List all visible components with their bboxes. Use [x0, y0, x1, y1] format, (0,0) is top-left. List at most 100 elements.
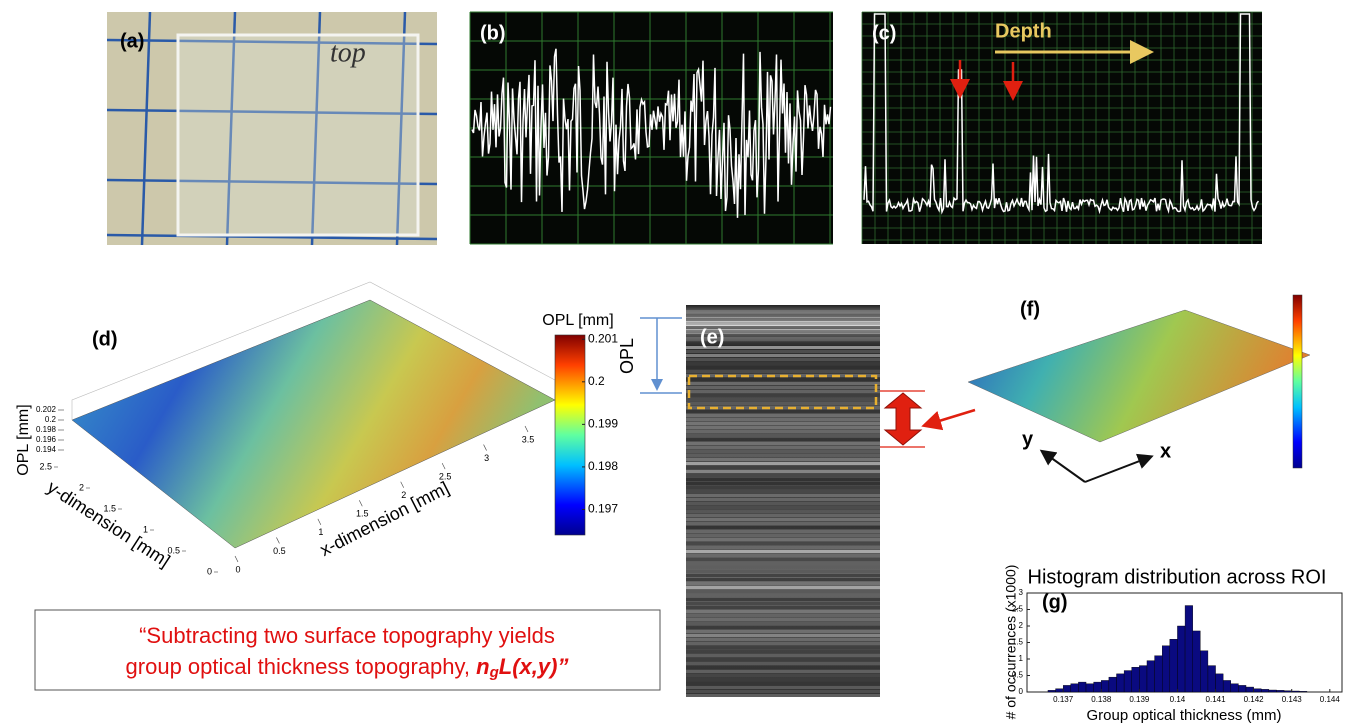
grid-stroke [106, 178, 438, 186]
stripe [686, 538, 880, 541]
colorbar-tick-label: 0.201 [588, 331, 618, 345]
stripe [686, 562, 880, 565]
x-tick-label: 0 [235, 564, 240, 574]
bar [1222, 680, 1231, 693]
formula-subscript: g [489, 664, 499, 681]
stripe [686, 314, 880, 317]
bar [1085, 683, 1094, 693]
panel-f: (f) y x [967, 294, 1311, 483]
stripe [686, 598, 880, 601]
glass-slide [176, 33, 420, 237]
x-tick-label: 2 [401, 490, 406, 500]
grid-stroke [106, 38, 438, 46]
stripe [686, 518, 880, 521]
panel-d: (d) OPL [mm] y-dimension [mm] x-dimensio… [15, 281, 618, 576]
y-tick-label: 2 [1019, 621, 1024, 630]
stripe [686, 590, 880, 593]
bar [1123, 670, 1132, 693]
bar [1299, 691, 1308, 693]
stripe [686, 586, 880, 589]
y-tick-label: 0.5 [1012, 671, 1024, 680]
y-tick-label: 1.5 [1012, 638, 1024, 647]
stripe [686, 370, 880, 373]
stripe [686, 386, 880, 389]
x-tick [234, 555, 239, 563]
stripe [686, 654, 880, 657]
colorbar [554, 334, 586, 536]
bar [1207, 665, 1216, 693]
panel-g: Histogram distribution across ROI Group … [1003, 565, 1343, 724]
y-tick-label: 0.5 [167, 545, 180, 555]
stripe [686, 394, 880, 397]
stripe [686, 462, 880, 465]
chart-title: Histogram distribution across ROI [1028, 566, 1327, 588]
depth-trace [863, 13, 1260, 215]
stripe [686, 550, 880, 553]
stripe [686, 450, 880, 453]
panel-label: (f) [1020, 298, 1040, 320]
panel-label: (g) [1042, 591, 1068, 613]
bar [1268, 689, 1277, 693]
z-tick-label: 0.202 [36, 405, 57, 414]
x-tick-label: 0.137 [1053, 695, 1074, 704]
grid-stroke [395, 11, 407, 246]
stripe [686, 662, 880, 665]
y-axis-label: # of occurrences (x1000) [1003, 565, 1019, 720]
x-tick-label: 2.5 [439, 472, 452, 482]
z-tick-label: 0.194 [36, 445, 57, 454]
bar [1146, 660, 1155, 693]
link-arrow [921, 408, 976, 431]
opl-label: OPL [617, 338, 637, 374]
x-tick [317, 518, 322, 525]
bar [1131, 667, 1140, 693]
panel-label: (c) [872, 22, 896, 44]
x-tick-label: 1.5 [356, 509, 369, 519]
panel-a: (a) top [106, 11, 438, 246]
z-tick-label: 0.196 [36, 435, 57, 444]
handwriting: top [330, 37, 366, 68]
stripe [686, 506, 880, 509]
bar [1154, 655, 1163, 693]
x-tick [276, 537, 280, 544]
bar [1070, 683, 1079, 693]
panel-e: (e) OPL [617, 305, 976, 697]
x-tick-label: 1 [318, 527, 323, 537]
stripe [686, 646, 880, 649]
grid-stroke [225, 11, 237, 246]
stripe [686, 414, 880, 417]
stripe [686, 566, 880, 569]
y-tick-label: 2.5 [39, 461, 52, 471]
stripe [686, 330, 880, 333]
stripe [686, 474, 880, 477]
bar [1169, 639, 1178, 693]
roi-box [687, 374, 878, 410]
x-tick [524, 425, 529, 433]
bar [1230, 683, 1239, 693]
y-label: y [1022, 428, 1034, 450]
y-tick-label: 1 [143, 524, 148, 534]
stripe [686, 554, 880, 557]
stripe [686, 362, 880, 365]
interferogram-trace [471, 48, 832, 218]
stripe [686, 426, 880, 429]
grid-stroke [140, 11, 152, 246]
colorbar-tick-label: 0.198 [588, 459, 618, 473]
stripe [686, 442, 880, 445]
surface [71, 299, 556, 549]
grid-stroke [106, 233, 438, 241]
formula: x [519, 654, 533, 679]
panel-c: (c) Depth [861, 11, 1262, 244]
stripe [686, 510, 880, 513]
z-tick-label: 0.198 [36, 425, 57, 434]
formula: n [476, 654, 489, 679]
bscan-stripes [686, 310, 880, 697]
stripe [686, 382, 880, 385]
stripe [686, 402, 880, 405]
x-tick-label: 0.144 [1320, 695, 1341, 704]
panel-label: (e) [700, 326, 724, 348]
x-tick [441, 463, 446, 470]
photo [107, 12, 437, 245]
quote-text: group optical thickness topography, [126, 654, 477, 679]
stripe [686, 514, 880, 517]
grid-stroke [106, 108, 438, 116]
